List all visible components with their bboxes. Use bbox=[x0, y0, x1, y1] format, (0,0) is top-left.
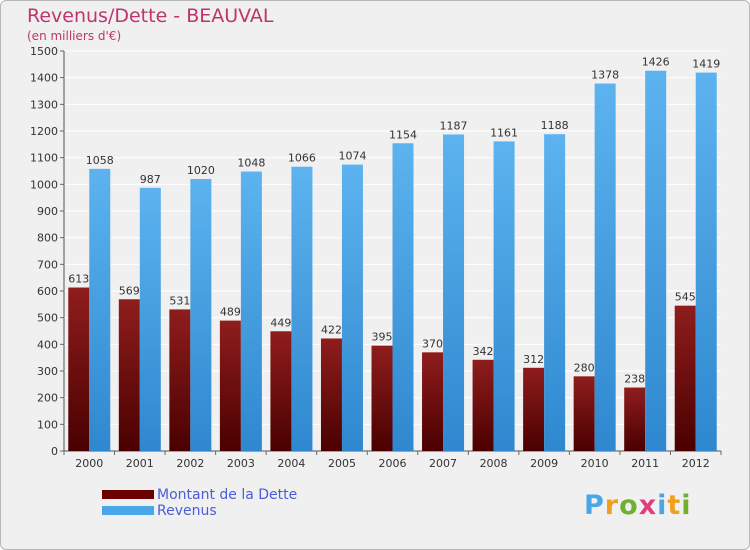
y-tick-label: 1300 bbox=[30, 98, 58, 111]
logo-letter: i bbox=[681, 490, 692, 521]
y-tick-label: 400 bbox=[37, 338, 58, 351]
chart-title: Revenus/Dette - BEAUVAL bbox=[27, 5, 274, 27]
bar-revenus bbox=[594, 83, 616, 452]
y-tick-label: 900 bbox=[37, 205, 58, 218]
data-label-revenus: 1419 bbox=[692, 58, 720, 71]
data-label-dette: 613 bbox=[68, 273, 89, 286]
data-label-dette: 395 bbox=[372, 331, 393, 344]
y-tick-label: 500 bbox=[37, 312, 58, 325]
chart-subtitle: (en milliers d'€) bbox=[27, 29, 122, 43]
proxiti-logo: Proxiti bbox=[584, 490, 692, 521]
data-label-dette: 489 bbox=[220, 306, 241, 319]
bar-revenus bbox=[493, 141, 515, 451]
data-label-revenus: 987 bbox=[140, 173, 161, 186]
bar-dette bbox=[674, 305, 696, 451]
y-tick-label: 1200 bbox=[30, 125, 58, 138]
y-tick-label: 700 bbox=[37, 258, 58, 271]
y-tick-label: 600 bbox=[37, 285, 58, 298]
data-label-revenus: 1378 bbox=[591, 69, 619, 82]
data-label-dette: 342 bbox=[473, 345, 494, 358]
data-label-dette: 569 bbox=[119, 284, 140, 297]
bar-revenus bbox=[190, 179, 212, 451]
y-tick-label: 1400 bbox=[30, 72, 58, 85]
bar-dette bbox=[523, 367, 545, 451]
legend-swatch-dette bbox=[102, 490, 154, 499]
x-tick-label: 2000 bbox=[75, 457, 103, 470]
data-label-dette: 312 bbox=[523, 353, 544, 366]
logo-letter: x bbox=[638, 490, 658, 521]
bar-dette bbox=[68, 287, 90, 451]
data-label-dette: 280 bbox=[574, 361, 595, 374]
bar-dette bbox=[118, 299, 140, 451]
y-tick-label: 1100 bbox=[30, 152, 58, 165]
data-label-revenus: 1426 bbox=[642, 56, 670, 69]
x-tick-label: 2009 bbox=[530, 457, 558, 470]
data-label-dette: 370 bbox=[422, 337, 443, 350]
x-tick-label: 2006 bbox=[379, 457, 407, 470]
data-label-revenus: 1187 bbox=[440, 119, 468, 132]
legend-label-revenus: Revenus bbox=[157, 503, 217, 519]
data-label-dette: 531 bbox=[169, 294, 190, 307]
x-tick-label: 2007 bbox=[429, 457, 457, 470]
bar-revenus bbox=[695, 72, 717, 451]
bar-revenus bbox=[443, 134, 465, 451]
bar-revenus bbox=[89, 168, 111, 451]
logo-letter: t bbox=[667, 490, 682, 521]
logo-letter: i bbox=[657, 490, 668, 521]
bar-dette bbox=[624, 387, 646, 451]
data-label-dette: 545 bbox=[675, 291, 696, 304]
bar-dette bbox=[472, 359, 494, 451]
x-tick-label: 2010 bbox=[581, 457, 609, 470]
bar-dette bbox=[422, 352, 444, 451]
bar-revenus bbox=[341, 164, 363, 451]
y-tick-label: 200 bbox=[37, 392, 58, 405]
legend-label-dette: Montant de la Dette bbox=[157, 487, 298, 503]
bar-dette bbox=[320, 338, 342, 451]
x-tick-label: 2002 bbox=[176, 457, 204, 470]
bar-dette bbox=[270, 331, 292, 451]
bar-revenus bbox=[645, 70, 667, 451]
data-label-dette: 449 bbox=[270, 316, 291, 329]
data-label-revenus: 1066 bbox=[288, 152, 316, 165]
bar-revenus bbox=[392, 143, 414, 451]
data-label-revenus: 1188 bbox=[541, 119, 569, 132]
bar-revenus bbox=[139, 187, 161, 452]
x-tick-label: 2008 bbox=[480, 457, 508, 470]
x-tick-label: 2001 bbox=[126, 457, 154, 470]
data-label-revenus: 1074 bbox=[338, 150, 366, 163]
bar-dette bbox=[169, 309, 191, 451]
logo-letter: o bbox=[619, 490, 639, 521]
bar-dette bbox=[573, 376, 595, 451]
data-label-revenus: 1154 bbox=[389, 128, 417, 141]
y-tick-label: 1500 bbox=[30, 45, 58, 58]
x-tick-label: 2003 bbox=[227, 457, 255, 470]
bar-revenus bbox=[544, 134, 566, 451]
logo-letter: P bbox=[584, 490, 605, 521]
bar-revenus bbox=[240, 171, 262, 452]
bar-dette bbox=[219, 320, 241, 451]
x-tick-label: 2012 bbox=[682, 457, 710, 470]
y-tick-label: 100 bbox=[37, 418, 58, 431]
bar-dette bbox=[371, 345, 393, 451]
data-label-revenus: 1048 bbox=[237, 157, 265, 170]
data-label-revenus: 1020 bbox=[187, 164, 215, 177]
bar-revenus bbox=[291, 166, 313, 451]
legend-swatch-revenus bbox=[102, 506, 154, 515]
y-tick-label: 300 bbox=[37, 365, 58, 378]
y-tick-label: 800 bbox=[37, 232, 58, 245]
x-tick-label: 2005 bbox=[328, 457, 356, 470]
x-tick-label: 2004 bbox=[277, 457, 305, 470]
y-tick-label: 0 bbox=[51, 445, 58, 458]
x-tick-label: 2011 bbox=[631, 457, 659, 470]
data-label-revenus: 1161 bbox=[490, 126, 518, 139]
logo-letter: r bbox=[604, 490, 620, 521]
data-label-dette: 422 bbox=[321, 323, 342, 336]
y-tick-label: 1000 bbox=[30, 178, 58, 191]
data-label-dette: 238 bbox=[624, 373, 645, 386]
data-label-revenus: 1058 bbox=[86, 154, 114, 167]
